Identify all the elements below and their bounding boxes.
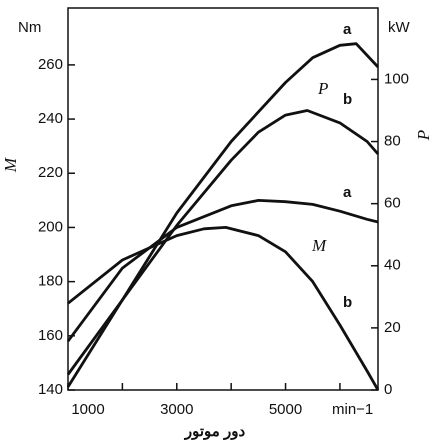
y-label: M <box>1 157 20 173</box>
series-line <box>66 199 379 343</box>
x-unit: min−1 <box>332 401 373 418</box>
series-label: a <box>343 184 352 201</box>
y2-tick-label: 100 <box>384 70 409 87</box>
y-tick-label: 200 <box>38 218 63 235</box>
annotation: P <box>317 79 328 98</box>
y-tick-label: 180 <box>38 273 63 290</box>
plot-frame <box>67 7 379 391</box>
x-tick-label: 3000 <box>160 401 193 418</box>
y-unit: Nm <box>18 19 41 36</box>
y2-tick-label: 40 <box>384 257 401 274</box>
series-label: a <box>343 21 352 38</box>
y2-unit: kW <box>388 19 411 36</box>
y-tick-label: 240 <box>38 110 63 127</box>
series-line <box>66 42 380 388</box>
y-tick-label: 260 <box>38 56 63 73</box>
y2-tick-label: 60 <box>384 195 401 212</box>
series-line <box>66 109 380 376</box>
series-label: b <box>343 294 352 311</box>
y2-tick-label: 0 <box>384 381 392 398</box>
annotation: M <box>311 236 327 255</box>
x-tick-label: 5000 <box>269 401 302 418</box>
y-tick-label: 160 <box>38 327 63 344</box>
series-label: b <box>343 91 352 108</box>
y-tick-label: 140 <box>38 381 63 398</box>
y2-tick-label: 80 <box>384 133 401 150</box>
y2-tick-label: 20 <box>384 319 401 336</box>
x-tick-label: 1000 <box>71 401 104 418</box>
series-line <box>67 226 380 391</box>
x-label: دور موتور <box>184 423 246 440</box>
y-tick-label: 220 <box>38 164 63 181</box>
y2-label: P <box>414 130 433 141</box>
